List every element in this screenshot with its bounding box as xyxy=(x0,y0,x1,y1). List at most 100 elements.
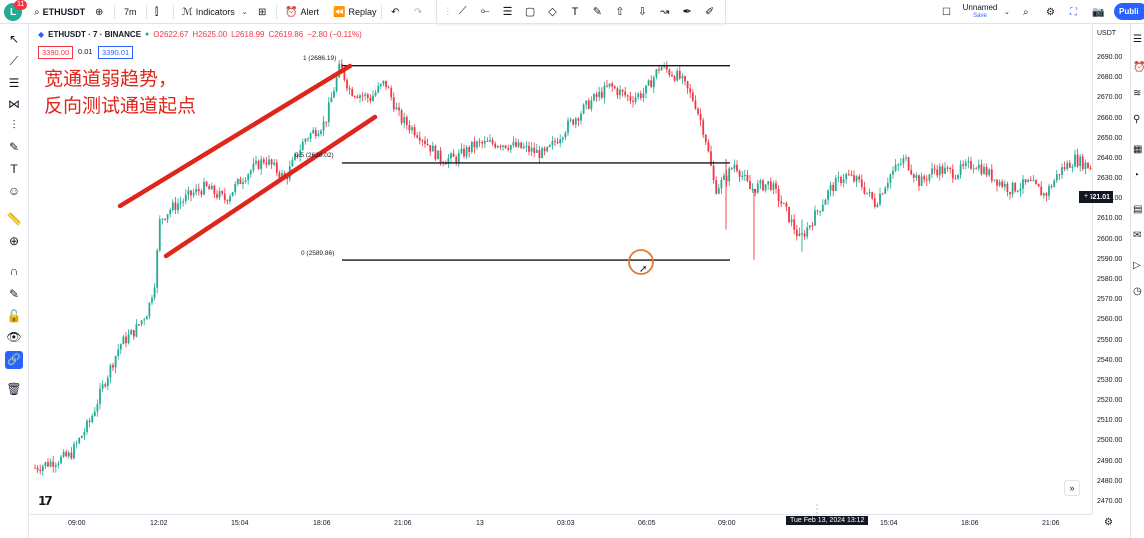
alert-label: Alert xyxy=(300,7,319,17)
arrow-down-icon[interactable]: ⇩ xyxy=(637,6,647,18)
divider xyxy=(114,5,115,19)
fullscreen-button[interactable]: ⛶ xyxy=(1070,0,1077,24)
chart-type-button[interactable]: ⫿ xyxy=(155,0,158,24)
pen-icon[interactable]: ✒ xyxy=(682,6,692,18)
candle-body xyxy=(936,169,939,176)
pattern-tool-icon[interactable]: ⋈ xyxy=(8,97,20,111)
undo-button[interactable]: ↶ xyxy=(391,0,399,24)
replay-button[interactable]: ⏪ Replay xyxy=(333,0,376,24)
candle-body xyxy=(317,133,320,137)
layouts-button[interactable]: ⊞ xyxy=(258,0,266,24)
drag-handle-icon[interactable]: ⋮ xyxy=(443,6,453,16)
horizontal-ray-icon[interactable]: ⟜ xyxy=(480,5,490,17)
hotlist-icon[interactable]: ⚲ xyxy=(1133,114,1141,125)
candle-body xyxy=(725,175,728,182)
text-tool-icon[interactable]: T xyxy=(10,162,18,176)
indicators-button[interactable]: ℳ Indicators ⌄ xyxy=(182,0,248,24)
forecast-tool-icon[interactable]: ⫶ xyxy=(12,118,16,132)
candle-body xyxy=(814,210,816,226)
candle-body xyxy=(548,144,551,147)
calendar-icon[interactable]: ▦ xyxy=(1133,144,1143,155)
layout-menu-button[interactable]: ⌄ xyxy=(1004,0,1010,24)
time-axis[interactable]: 09:00 12:02 15:04 18:06 21:06 13 03:03 06:05 09:… xyxy=(30,514,1092,538)
symbol-search-button[interactable]: ⌕ ETHUSDT xyxy=(34,0,85,24)
candle-body xyxy=(138,324,140,326)
magnet-icon[interactable]: ∩ xyxy=(9,264,19,278)
sell-button[interactable]: 3390.00 xyxy=(38,46,74,59)
price-scale[interactable]: USDT 2690.00 2680.00 2670.00 2660.00 2650.00… xyxy=(1092,24,1130,514)
news-icon[interactable]: ▤ xyxy=(1133,204,1143,215)
candle-body xyxy=(273,162,276,165)
zoom-in-icon[interactable]: ⊕ xyxy=(8,234,20,248)
eyedropper-icon[interactable]: ✐ xyxy=(705,6,715,18)
cursor-icon[interactable]: ↖ xyxy=(8,32,20,46)
candle-body xyxy=(200,191,203,195)
candle-body xyxy=(1055,174,1058,181)
rectangle-icon[interactable]: ▢ xyxy=(524,6,536,18)
legend-symbol[interactable]: ETHUSDT · 7 · BINANCE xyxy=(48,30,142,39)
candle-body xyxy=(1042,193,1045,196)
brush-icon[interactable]: ✎ xyxy=(592,6,602,18)
trash-icon[interactable]: 🗑 xyxy=(6,382,22,396)
candle-body xyxy=(660,67,663,71)
candle-body xyxy=(626,95,629,97)
candle-body xyxy=(944,167,946,174)
notifications-icon[interactable]: ◷ xyxy=(1133,286,1142,297)
settings-button[interactable]: ⚙ xyxy=(1046,0,1055,24)
lock-icon[interactable]: 🔓 xyxy=(6,309,22,323)
scale-settings-icon[interactable]: ⚙ xyxy=(1104,517,1113,528)
currency-label[interactable]: USDT xyxy=(1097,30,1117,37)
alert-button[interactable]: ⏰ Alert xyxy=(285,0,319,24)
candle-body xyxy=(642,93,645,98)
eye-icon[interactable]: 👁 xyxy=(6,330,22,344)
publish-button[interactable]: Publi xyxy=(1114,3,1144,20)
candle-body xyxy=(587,100,590,109)
price-chart[interactable]: ➚ xyxy=(30,24,1092,514)
candle-body xyxy=(1076,154,1079,167)
lock-drawing-icon[interactable]: ✎ xyxy=(8,287,20,301)
redo-button[interactable]: ↷ xyxy=(414,0,422,24)
emoji-icon[interactable]: ☺ xyxy=(7,184,21,198)
fib-label-1: 1 (2686.19) xyxy=(303,55,337,62)
layout-name-button[interactable]: Unnamed Save xyxy=(958,3,1002,21)
path-icon[interactable]: ↝ xyxy=(660,6,670,18)
candle-body xyxy=(359,95,361,98)
candle-body xyxy=(374,92,377,96)
layout-name: Unnamed xyxy=(962,3,998,12)
chat-icon[interactable]: ✉ xyxy=(1133,230,1142,241)
alerts-icon[interactable]: ⏰ xyxy=(1133,62,1144,73)
ruler-icon[interactable]: 📏 xyxy=(6,212,22,226)
fib-tool-icon[interactable]: ☰ xyxy=(8,76,20,90)
trend-line-icon[interactable]: ⟋ xyxy=(458,5,467,17)
streams-icon[interactable]: ▷ xyxy=(1133,260,1141,271)
price-add-icon[interactable]: + xyxy=(1081,192,1091,202)
replay-label: Replay xyxy=(348,7,377,17)
trend-line-tool-icon[interactable]: ⟋ xyxy=(9,54,19,68)
time-tick: 06:05 xyxy=(638,520,656,527)
snapshot-button[interactable]: 📷 xyxy=(1092,0,1104,24)
candle-body xyxy=(1001,181,1004,187)
watchlist-icon[interactable]: ☰ xyxy=(1133,34,1142,45)
scroll-to-realtime-button[interactable]: » xyxy=(1064,480,1080,496)
interval-button[interactable]: 7m xyxy=(124,0,137,24)
fib-retracement-icon[interactable]: ☰ xyxy=(502,6,513,18)
ideas-icon[interactable]: ◔ xyxy=(1133,170,1140,181)
candle-body xyxy=(346,79,348,89)
candle-body xyxy=(1053,180,1056,187)
buy-button[interactable]: 3390.01 xyxy=(98,46,134,59)
search-button[interactable]: ⌕ xyxy=(1023,0,1029,24)
candle-body xyxy=(759,180,762,184)
candle-body xyxy=(1066,162,1069,170)
candle-body xyxy=(156,250,159,288)
candle-body xyxy=(567,120,569,133)
arrow-up-icon[interactable]: ⇧ xyxy=(615,6,625,18)
candle-body xyxy=(681,76,684,79)
compare-button[interactable]: ⊕ xyxy=(95,0,103,24)
data-window-icon[interactable]: ≋ xyxy=(1133,88,1142,99)
link-icon[interactable]: 🔗 xyxy=(5,351,23,369)
time-tick: 13 xyxy=(476,520,484,527)
rotated-rectangle-icon[interactable]: ◇ xyxy=(548,6,557,18)
brush-tool-icon[interactable]: ✎ xyxy=(8,140,20,154)
text-tool-icon[interactable]: T xyxy=(571,5,579,18)
layout-checkbox[interactable]: ☐ xyxy=(942,0,951,24)
